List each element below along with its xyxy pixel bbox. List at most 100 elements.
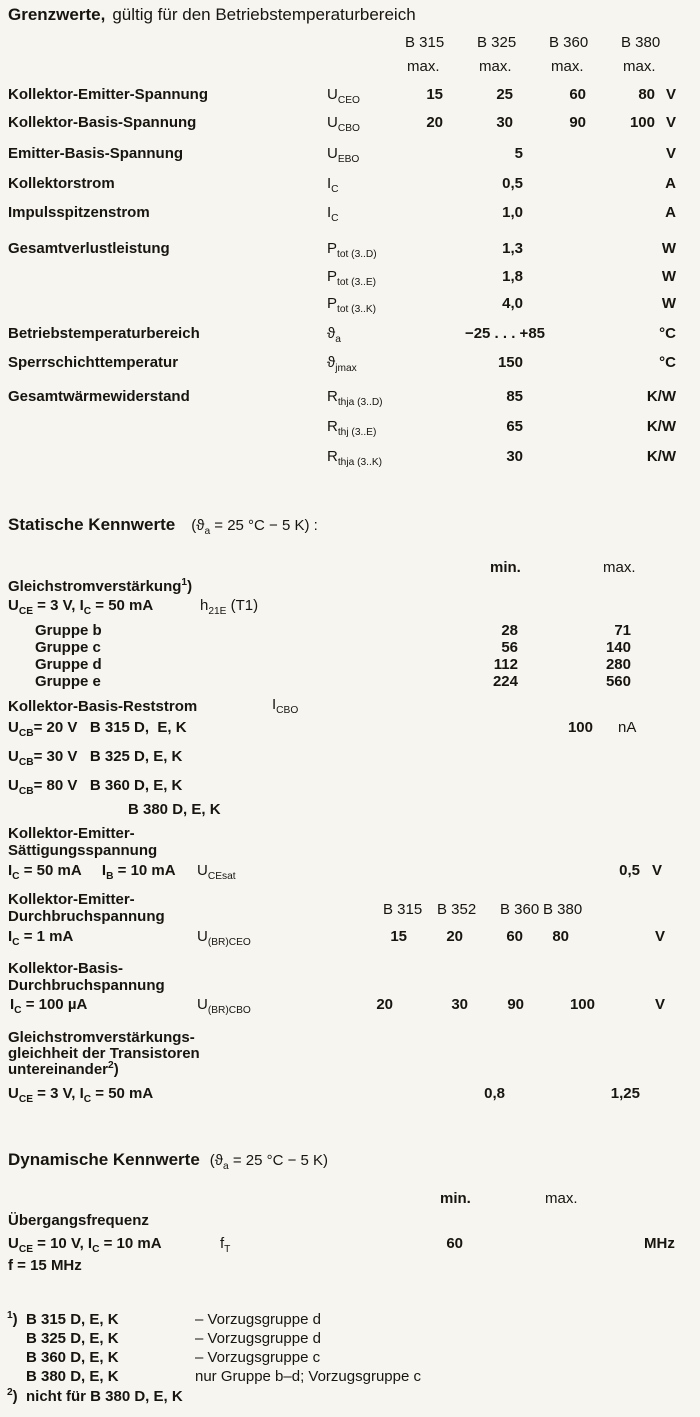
min-value: 56 xyxy=(501,639,518,656)
param-value: 65 xyxy=(506,418,523,435)
footnote-item-left: B 380 D, E, K xyxy=(26,1368,119,1385)
param-value: 0,5 xyxy=(502,175,523,192)
group-label: Gruppe c xyxy=(35,639,101,656)
param-condition: f = 15 MHz xyxy=(8,1257,82,1274)
column-header-type: B 315 xyxy=(405,34,445,51)
section-title-dynamische-cond: (ϑa = 25 °C − 5 K) xyxy=(209,1152,329,1172)
param-value: 85 xyxy=(506,388,523,405)
param-condition: UCB= 20 V B 315 D, E, K xyxy=(8,719,187,739)
param-symbol: h21E (T1) xyxy=(200,597,259,617)
footnote-item-right: – Vorzugsgruppe c xyxy=(195,1349,321,1366)
param-value: 1,3 xyxy=(502,240,523,257)
column-header-max: max. xyxy=(407,58,440,75)
footnote-item-left: B 315 D, E, K xyxy=(26,1311,119,1328)
param-value: 1,8 xyxy=(502,268,523,285)
param-label: Gesamtwärmewiderstand xyxy=(8,388,190,405)
column-header-max: max. xyxy=(623,58,656,75)
param-unit: nA xyxy=(618,719,637,736)
footnote-item-right: – Vorzugsgruppe d xyxy=(195,1330,321,1347)
footnote-text: nicht für B 380 D, E, K xyxy=(26,1388,183,1405)
max-value: 280 xyxy=(605,656,631,673)
param-value: 90 xyxy=(507,996,524,1013)
param-condition: UCE = 3 V, IC = 50 mA xyxy=(8,597,154,617)
column-header-max: max. xyxy=(603,559,636,576)
column-header-type: B 315 xyxy=(383,901,423,918)
section-title-statische-cond: (ϑa = 25 °C − 5 K) : xyxy=(191,517,318,537)
param-label: Gleichstromverstärkung1) xyxy=(8,577,193,595)
column-header-min: min. xyxy=(490,559,521,576)
param-unit: V xyxy=(665,114,676,131)
param-value: 100 xyxy=(629,114,655,131)
param-value: 20 xyxy=(376,996,393,1013)
param-condition: UCB= 80 V B 360 D, E, K xyxy=(8,777,183,797)
param-unit: W xyxy=(661,240,676,257)
section-title-statische: Statische Kennwerte (ϑa = 25 °C − 5 K) : xyxy=(8,515,318,537)
param-symbol: Rthja (3..D) xyxy=(327,388,383,408)
section-title-dynamische: Dynamische Kennwerte (ϑa = 25 °C − 5 K) xyxy=(8,1150,329,1172)
min-value: 224 xyxy=(492,673,518,690)
param-label: Betriebstemperaturbereich xyxy=(8,325,200,342)
param-value: 90 xyxy=(569,114,586,131)
param-condition: UCE = 10 V, IC = 10 mA xyxy=(8,1235,162,1255)
param-unit: W xyxy=(661,268,676,285)
param-unit: V xyxy=(665,145,676,162)
param-condition: IC = 100 µA xyxy=(10,996,88,1016)
param-label: Übergangsfrequenz xyxy=(8,1212,149,1229)
param-symbol: Ptot (3..E) xyxy=(327,268,377,288)
param-value: 80 xyxy=(638,86,655,103)
min-value: 60 xyxy=(446,1235,463,1252)
param-label: Kollektor-Emitter-Spannung xyxy=(8,86,209,103)
footnote-marker: 2) xyxy=(7,1387,18,1405)
param-value: 60 xyxy=(569,86,586,103)
column-header-type: B 380 xyxy=(543,901,583,918)
max-value: 1,25 xyxy=(610,1085,640,1102)
max-value: 140 xyxy=(605,639,631,656)
param-label: Emitter-Basis-Spannung xyxy=(8,145,184,162)
column-header-max: max. xyxy=(479,58,512,75)
param-unit: V xyxy=(665,86,676,103)
param-value: −25 . . . +85 xyxy=(464,325,545,342)
param-symbol: UCEsat xyxy=(197,862,236,882)
column-header-type: B 380 xyxy=(621,34,661,51)
param-value: 30 xyxy=(451,996,468,1013)
param-value: 15 xyxy=(426,86,443,103)
param-symbol: IC xyxy=(327,175,339,195)
column-header-type: B 360 xyxy=(549,34,589,51)
footnote-marker: 1) xyxy=(7,1310,18,1328)
column-header-type: B 352 xyxy=(437,901,477,918)
param-label: Gesamtverlustleistung xyxy=(8,240,170,257)
param-symbol: UEBO xyxy=(327,145,360,165)
param-symbol: Ptot (3..K) xyxy=(327,295,377,315)
section-title-statische-bold: Statische Kennwerte xyxy=(8,515,176,534)
param-condition: B 380 D, E, K xyxy=(128,801,221,818)
param-label: Durchbruchspannung xyxy=(8,977,165,994)
section-title-dynamische-bold: Dynamische Kennwerte xyxy=(8,1150,200,1169)
max-value: 100 xyxy=(567,719,593,736)
param-label: Kollektor-Basis-Reststrom xyxy=(8,698,198,715)
param-value: 20 xyxy=(426,114,443,131)
param-value: 30 xyxy=(496,114,513,131)
param-symbol: Rthja (3..K) xyxy=(327,448,383,468)
param-label: untereinander2) xyxy=(8,1060,119,1078)
param-label: Kollektor-Basis-Spannung xyxy=(8,114,197,131)
param-unit: °C xyxy=(659,325,676,342)
param-condition: IC = 1 mA xyxy=(8,928,74,948)
param-unit: A xyxy=(665,175,676,192)
max-value: 71 xyxy=(614,622,631,639)
param-unit: K/W xyxy=(646,448,676,465)
param-label: Sättigungsspannung xyxy=(8,842,158,859)
param-label: Gleichstromverstärkungs- xyxy=(8,1029,195,1046)
group-label: Gruppe b xyxy=(35,622,102,639)
param-value: 100 xyxy=(569,996,595,1013)
group-label: Gruppe e xyxy=(35,673,101,690)
param-condition: UCE = 3 V, IC = 50 mA xyxy=(8,1085,154,1105)
param-unit: MHz xyxy=(644,1235,675,1252)
param-label: Durchbruchspannung xyxy=(8,908,165,925)
param-value: 30 xyxy=(506,448,523,465)
min-value: 112 xyxy=(493,656,518,673)
param-symbol: IC xyxy=(327,204,339,224)
param-unit: °C xyxy=(659,354,676,371)
param-symbol: U(BR)CBO xyxy=(197,996,251,1016)
param-value: 60 xyxy=(506,928,523,945)
